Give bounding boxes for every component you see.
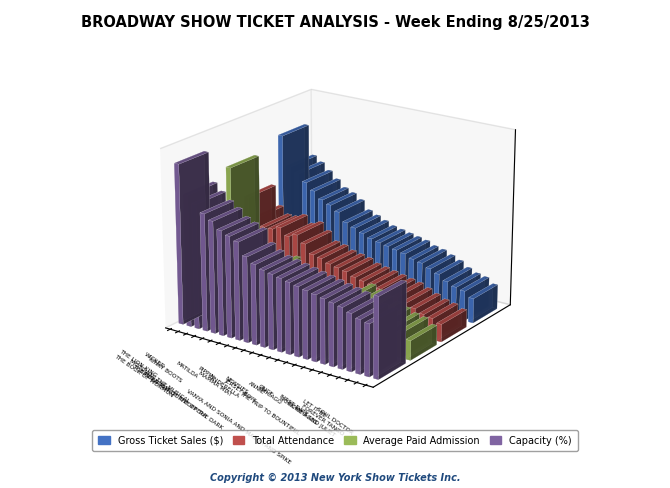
Text: Copyright © 2013 New York Show Tickets Inc.: Copyright © 2013 New York Show Tickets I… [210, 473, 460, 483]
Text: BROADWAY SHOW TICKET ANALYSIS - Week Ending 8/25/2013: BROADWAY SHOW TICKET ANALYSIS - Week End… [80, 15, 590, 30]
Legend: Gross Ticket Sales ($), Total Attendance, Average Paid Admission, Capacity (%): Gross Ticket Sales ($), Total Attendance… [92, 430, 578, 451]
